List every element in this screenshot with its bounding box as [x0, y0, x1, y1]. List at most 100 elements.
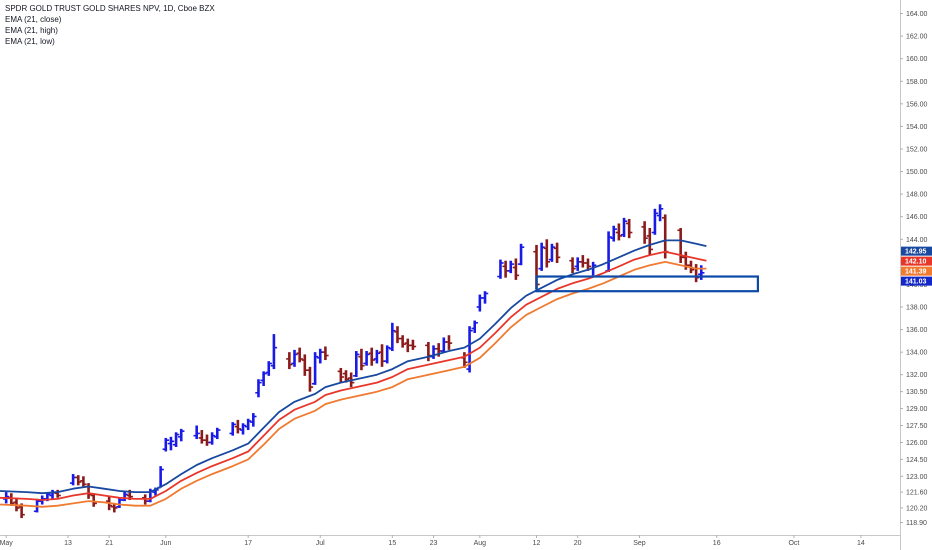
- legend-ema-high[interactable]: EMA (21, high): [5, 26, 58, 35]
- ohlc-bar: [497, 259, 504, 279]
- ohlc-bar: [512, 258, 520, 280]
- ohlc-bar: [234, 419, 242, 434]
- ohlc-bar: [363, 351, 370, 366]
- legend-ema-low[interactable]: EMA (21, low): [5, 37, 55, 46]
- ohlc-bar: [337, 367, 345, 383]
- legend-symbol-title[interactable]: SPDR GOLD TRUST GOLD SHARES NPV, 1D, Cbo…: [5, 4, 215, 13]
- ohlc-bar: [178, 428, 185, 442]
- price-tag-background: [901, 246, 932, 256]
- price-axis-tick-label: 156.00: [906, 101, 928, 108]
- ohlc-bar: [214, 427, 221, 440]
- ohlc-bar: [193, 425, 200, 440]
- price-axis-tick-label: 123.00: [906, 474, 928, 481]
- ema-lines: [0, 239, 707, 508]
- time-axis-tick-label: Jun: [160, 540, 171, 547]
- price-tag-background: [901, 266, 932, 276]
- time-axis-tick-label: 16: [713, 540, 721, 547]
- ohlc-bar: [270, 334, 278, 370]
- price-axis-tick-label: 162.00: [906, 34, 928, 41]
- ohlc-bar: [625, 218, 633, 239]
- time-axis-tick-label: 20: [574, 540, 582, 547]
- time-axis-tick-label: 17: [244, 540, 252, 547]
- ohlc-bar: [389, 322, 396, 352]
- ema-line-ema-low: [0, 260, 707, 508]
- price-axis-tick-label: 136.00: [906, 327, 928, 334]
- time-axis-tick-label: Jul: [316, 540, 325, 547]
- price-tag-background: [901, 276, 932, 286]
- ema-line-ema-high: [0, 239, 707, 495]
- ohlc-bar: [265, 361, 272, 376]
- price-axis-tick-label: 144.00: [906, 237, 928, 244]
- ohlc-bar: [481, 291, 489, 304]
- price-tag-label: 141.03: [905, 279, 927, 286]
- ohlc-bar: [286, 352, 293, 370]
- price-axis-tick-label: 160.00: [906, 56, 928, 63]
- ohlc-bar: [517, 243, 525, 266]
- ohlc-bar: [610, 225, 617, 242]
- ohlc-bar: [208, 432, 216, 445]
- price-axis-tick-label: 129.00: [906, 406, 928, 413]
- time-axis-tick-label: 14: [857, 540, 865, 547]
- ohlc-bar: [172, 432, 180, 447]
- ohlc-bar: [229, 422, 236, 436]
- ema-line-ema-close: [0, 250, 707, 501]
- price-tag-background: [901, 256, 932, 266]
- price-tag-label: 141.39: [905, 269, 927, 276]
- ohlc-bar: [383, 345, 391, 364]
- ohlc-bar: [409, 339, 417, 350]
- ohlc-bar: [80, 476, 87, 487]
- legend-ema-close[interactable]: EMA (21, close): [5, 15, 62, 24]
- price-tag-label: 142.95: [905, 249, 927, 256]
- ohlc-bar: [548, 243, 556, 262]
- time-axis-tick-label: Sep: [633, 540, 646, 547]
- price-axis-tick-label: 164.00: [906, 11, 928, 18]
- price-axis-tick-label: 130.50: [906, 389, 928, 396]
- time-axis[interactable]: May 13 21 Jun 17 Jul 15 23 Aug 12 20 Sep 16 Oct 14: [0, 535, 865, 547]
- ohlc-bar: [358, 348, 365, 371]
- ohlc-bar: [538, 242, 545, 271]
- ohlc-bar: [507, 260, 514, 274]
- ohlc-bar: [322, 346, 329, 361]
- annotation-rectangle[interactable]: [535, 275, 759, 293]
- price-axis-tick-label: 118.90: [906, 520, 927, 527]
- ohlc-bar: [353, 351, 360, 377]
- time-axis-tick-label: 23: [430, 540, 438, 547]
- price-axis-tick-label: 134.00: [906, 350, 928, 357]
- time-axis-tick-label: Aug: [474, 540, 487, 547]
- ohlc-bar: [651, 208, 659, 235]
- time-axis-tick-label: Oct: [788, 540, 799, 547]
- ohlc-bar: [543, 239, 550, 268]
- ohlc-bar: [162, 437, 169, 452]
- ohlc-bar: [90, 493, 97, 507]
- price-axis-tick-label: 148.00: [906, 192, 928, 199]
- ohlc-bar: [296, 347, 303, 363]
- annotation-box-layer[interactable]: [535, 275, 759, 293]
- price-axis-tick-label: 154.00: [906, 124, 928, 131]
- ohlc-bar: [641, 221, 648, 244]
- ohlc-bar: [569, 257, 576, 274]
- price-axis-tick-label: 124.50: [906, 457, 928, 464]
- price-tag: 142.95: [901, 246, 932, 256]
- ohlc-bar: [615, 223, 623, 241]
- ohlc-bar: [291, 349, 298, 367]
- ohlc-bar: [584, 258, 592, 271]
- price-axis-tick-label: 138.00: [906, 305, 928, 312]
- ohlc-bar: [111, 503, 118, 513]
- price-axis-tick-label: 146.00: [906, 214, 928, 221]
- ohlc-bar: [620, 217, 628, 238]
- price-axis[interactable]: 118.90 120.20 121.60 123.00 124.50 126.00 127.…: [900, 11, 928, 527]
- ohlc-bar: [656, 204, 664, 222]
- time-axis-tick-label: 12: [533, 540, 541, 547]
- price-tag: 142.10: [901, 256, 932, 266]
- chart-legend: SPDR GOLD TRUST GOLD SHARES NPV, 1D, Cbo…: [5, 3, 215, 47]
- price-axis-tick-label: 158.00: [906, 79, 928, 86]
- price-tag: 141.03: [901, 276, 932, 286]
- price-axis-tick-label: 127.50: [906, 423, 928, 430]
- price-axis-tick-label: 150.00: [906, 169, 928, 176]
- ohlc-bar: [399, 335, 406, 348]
- ohlc-bar: [75, 475, 82, 486]
- price-axis-tick-label: 152.00: [906, 146, 928, 153]
- ohlc-bar: [373, 349, 381, 364]
